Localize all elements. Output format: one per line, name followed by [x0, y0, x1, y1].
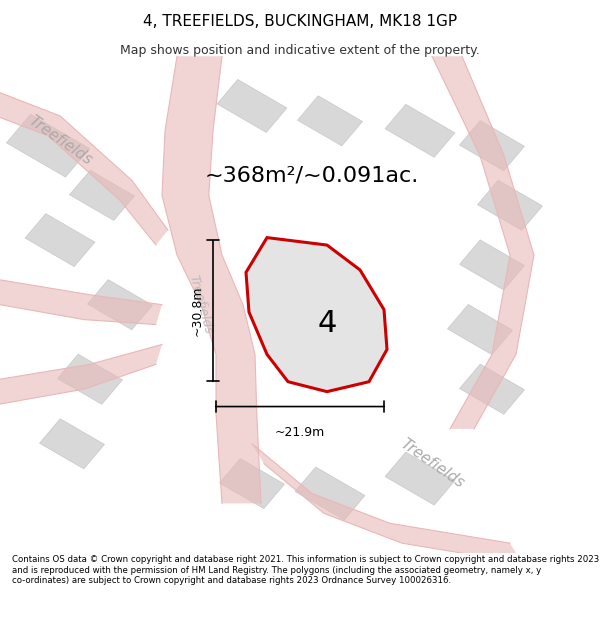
Text: Contains OS data © Crown copyright and database right 2021. This information is : Contains OS data © Crown copyright and d… [12, 555, 599, 585]
Text: 4, TREEFIELDS, BUCKINGHAM, MK18 1GP: 4, TREEFIELDS, BUCKINGHAM, MK18 1GP [143, 14, 457, 29]
Text: Treefields: Treefields [187, 274, 215, 336]
Polygon shape [40, 419, 104, 469]
Polygon shape [0, 344, 162, 404]
Text: Map shows position and indicative extent of the property.: Map shows position and indicative extent… [120, 44, 480, 57]
Text: ~21.9m: ~21.9m [275, 426, 325, 439]
Polygon shape [298, 96, 362, 146]
Polygon shape [385, 452, 455, 505]
Polygon shape [0, 280, 162, 324]
Polygon shape [460, 364, 524, 414]
Polygon shape [295, 467, 365, 520]
Polygon shape [217, 79, 287, 132]
Polygon shape [460, 121, 524, 171]
Text: ~368m²/~0.091ac.: ~368m²/~0.091ac. [205, 166, 419, 186]
Polygon shape [162, 56, 261, 504]
Text: 4: 4 [318, 309, 337, 338]
Polygon shape [70, 171, 134, 221]
Text: Treefields: Treefields [397, 436, 467, 491]
Polygon shape [220, 459, 284, 509]
Polygon shape [252, 444, 522, 563]
Polygon shape [7, 114, 89, 177]
Polygon shape [478, 180, 542, 231]
Polygon shape [246, 238, 387, 392]
Text: ~30.8m: ~30.8m [191, 286, 204, 336]
Polygon shape [432, 56, 534, 429]
Polygon shape [385, 104, 455, 158]
Polygon shape [460, 240, 524, 290]
Polygon shape [448, 304, 512, 354]
Polygon shape [0, 81, 168, 245]
Polygon shape [25, 214, 95, 266]
Text: Treefields: Treefields [25, 113, 95, 168]
Polygon shape [88, 279, 152, 330]
Polygon shape [58, 354, 122, 404]
